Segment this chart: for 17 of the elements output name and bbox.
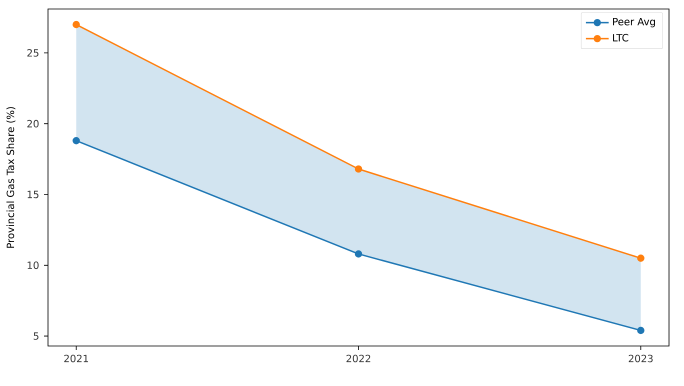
point <box>354 250 362 258</box>
y-tick-label: 5 <box>34 332 38 340</box>
y-tick-label: 10 <box>28 262 39 270</box>
point <box>637 254 644 262</box>
legend-label: Peer Avg <box>613 18 655 28</box>
point <box>72 20 80 28</box>
point <box>354 165 362 173</box>
x-tick-label: 2023 <box>628 354 653 362</box>
y-tick-label: 25 <box>27 49 38 57</box>
x-tick-label: 2021 <box>64 354 88 362</box>
legend-label: LTC <box>613 34 628 42</box>
y-tick-label: 15 <box>28 190 38 198</box>
point <box>637 326 644 334</box>
y-tick-label: 20 <box>27 120 39 128</box>
y-axis-title: Provincial Gas Tax Share (%) <box>6 107 16 248</box>
point <box>72 137 80 144</box>
x-tick-label: 2022 <box>346 354 370 362</box>
